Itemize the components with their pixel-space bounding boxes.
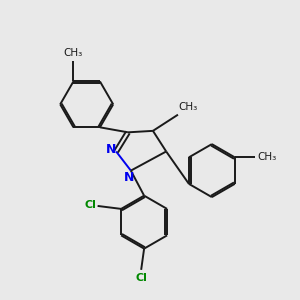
Text: N: N — [124, 171, 135, 184]
Text: CH₃: CH₃ — [258, 152, 277, 162]
Text: N: N — [106, 143, 116, 157]
Text: CH₃: CH₃ — [64, 48, 83, 59]
Text: Cl: Cl — [135, 273, 147, 284]
Text: Cl: Cl — [84, 200, 96, 210]
Text: CH₃: CH₃ — [178, 102, 198, 112]
